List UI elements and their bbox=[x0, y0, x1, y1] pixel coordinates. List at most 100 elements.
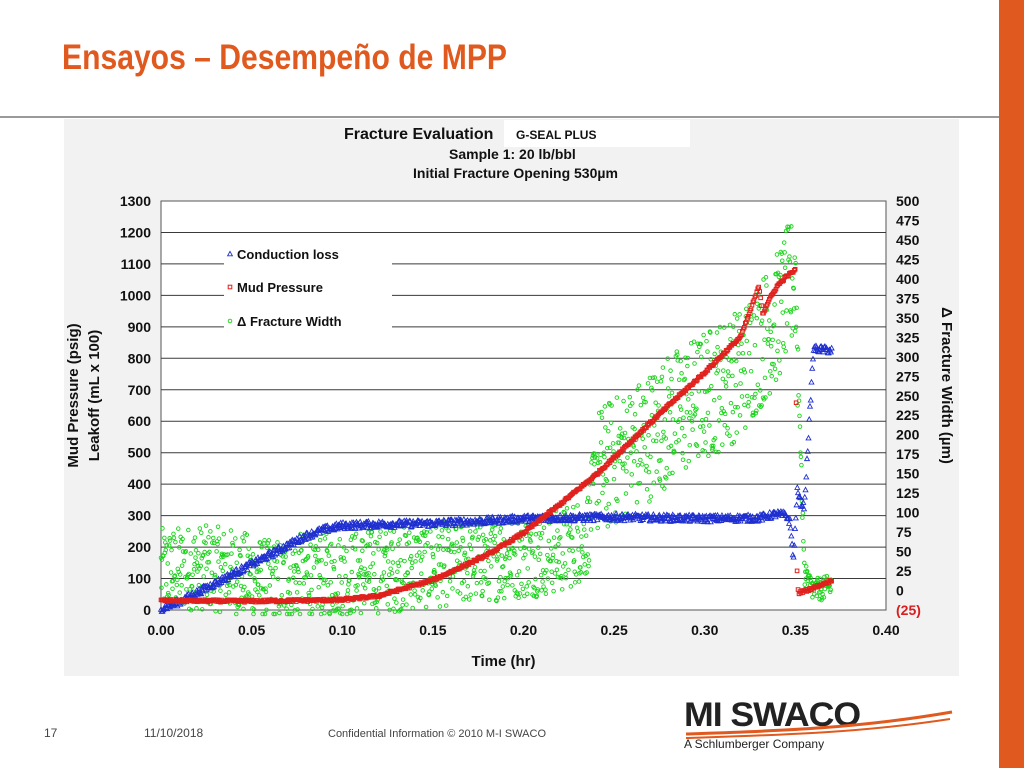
data-point bbox=[703, 440, 708, 445]
data-point bbox=[717, 324, 723, 330]
data-point bbox=[270, 574, 276, 580]
data-point bbox=[768, 329, 773, 335]
data-point bbox=[588, 527, 594, 532]
data-point bbox=[792, 255, 797, 260]
data-point bbox=[687, 410, 693, 415]
data-point bbox=[667, 471, 672, 476]
data-point bbox=[300, 558, 306, 564]
data-point bbox=[417, 550, 422, 555]
data-point bbox=[321, 527, 329, 534]
data-point bbox=[800, 510, 806, 516]
data-point bbox=[460, 538, 466, 543]
data-point bbox=[551, 535, 557, 540]
data-point bbox=[809, 355, 817, 362]
data-point bbox=[631, 459, 637, 464]
y-tick-label: 900 bbox=[128, 319, 152, 335]
data-point bbox=[475, 525, 480, 530]
data-point bbox=[355, 558, 361, 563]
data-point bbox=[643, 399, 648, 405]
data-point bbox=[166, 543, 172, 548]
data-point bbox=[753, 410, 759, 416]
data-point bbox=[476, 534, 482, 540]
y2-tick-label: 275 bbox=[896, 368, 920, 384]
data-point bbox=[242, 584, 247, 590]
data-point bbox=[804, 568, 810, 574]
data-point bbox=[694, 443, 700, 448]
data-point bbox=[488, 531, 494, 536]
data-point bbox=[322, 536, 328, 541]
footer-confidential: Confidential Information © 2010 M-I SWAC… bbox=[328, 728, 547, 740]
chart-subtitle-2: Initial Fracture Opening 530µm bbox=[413, 165, 618, 181]
data-point bbox=[501, 564, 506, 569]
data-point bbox=[660, 365, 666, 370]
data-point bbox=[503, 575, 508, 581]
data-point bbox=[304, 570, 309, 575]
data-point bbox=[554, 567, 560, 573]
x-tick-label: 0.10 bbox=[329, 622, 356, 638]
data-point bbox=[681, 377, 687, 383]
data-point bbox=[159, 585, 164, 590]
data-point bbox=[258, 567, 263, 573]
data-point bbox=[805, 434, 812, 441]
data-point bbox=[698, 424, 703, 430]
data-point bbox=[292, 569, 297, 574]
data-point bbox=[418, 595, 423, 601]
data-point bbox=[259, 544, 264, 550]
data-point bbox=[550, 552, 556, 558]
data-point bbox=[482, 519, 489, 526]
data-point bbox=[816, 590, 822, 595]
data-point bbox=[246, 592, 252, 597]
data-point bbox=[554, 558, 559, 564]
data-point bbox=[765, 341, 771, 346]
data-point bbox=[755, 382, 761, 387]
data-point bbox=[784, 321, 790, 326]
data-point bbox=[313, 544, 319, 549]
data-point bbox=[559, 576, 564, 581]
data-point bbox=[758, 321, 764, 326]
data-point bbox=[183, 549, 189, 554]
data-point bbox=[439, 528, 445, 533]
data-point bbox=[682, 433, 687, 439]
data-point bbox=[759, 403, 764, 408]
data-point bbox=[520, 586, 526, 592]
data-point bbox=[497, 530, 503, 535]
data-point bbox=[801, 538, 806, 544]
data-point bbox=[791, 525, 799, 532]
data-point bbox=[550, 555, 555, 561]
data-point bbox=[707, 518, 714, 525]
y2-tick-label: 175 bbox=[896, 446, 920, 462]
data-point bbox=[590, 455, 595, 461]
data-point bbox=[678, 407, 684, 412]
y-tick-label: 0 bbox=[143, 602, 151, 618]
data-point bbox=[418, 558, 424, 563]
data-point bbox=[723, 384, 729, 389]
data-point bbox=[635, 462, 641, 468]
data-point bbox=[271, 551, 279, 558]
data-point bbox=[645, 452, 650, 457]
data-point bbox=[704, 518, 711, 525]
data-point bbox=[466, 597, 472, 602]
data-point bbox=[331, 566, 337, 572]
data-point bbox=[769, 373, 774, 379]
data-point bbox=[545, 576, 551, 581]
data-point bbox=[600, 490, 605, 496]
data-point bbox=[556, 541, 561, 547]
y-axis-title: Mud Pressure (psig) bbox=[65, 323, 82, 467]
data-point bbox=[164, 542, 170, 548]
data-point bbox=[196, 550, 201, 556]
data-point bbox=[579, 512, 586, 519]
data-point bbox=[383, 531, 389, 536]
data-point bbox=[277, 610, 282, 616]
data-point bbox=[800, 515, 805, 520]
data-point bbox=[292, 608, 297, 613]
data-point bbox=[519, 581, 524, 587]
y-tick-label: 1100 bbox=[121, 256, 152, 272]
data-point bbox=[623, 491, 629, 496]
data-point bbox=[806, 415, 813, 422]
data-point bbox=[409, 565, 414, 571]
data-point bbox=[786, 515, 794, 522]
data-point bbox=[212, 572, 218, 578]
data-point bbox=[496, 579, 502, 584]
data-point bbox=[791, 286, 797, 291]
data-point bbox=[498, 574, 503, 580]
